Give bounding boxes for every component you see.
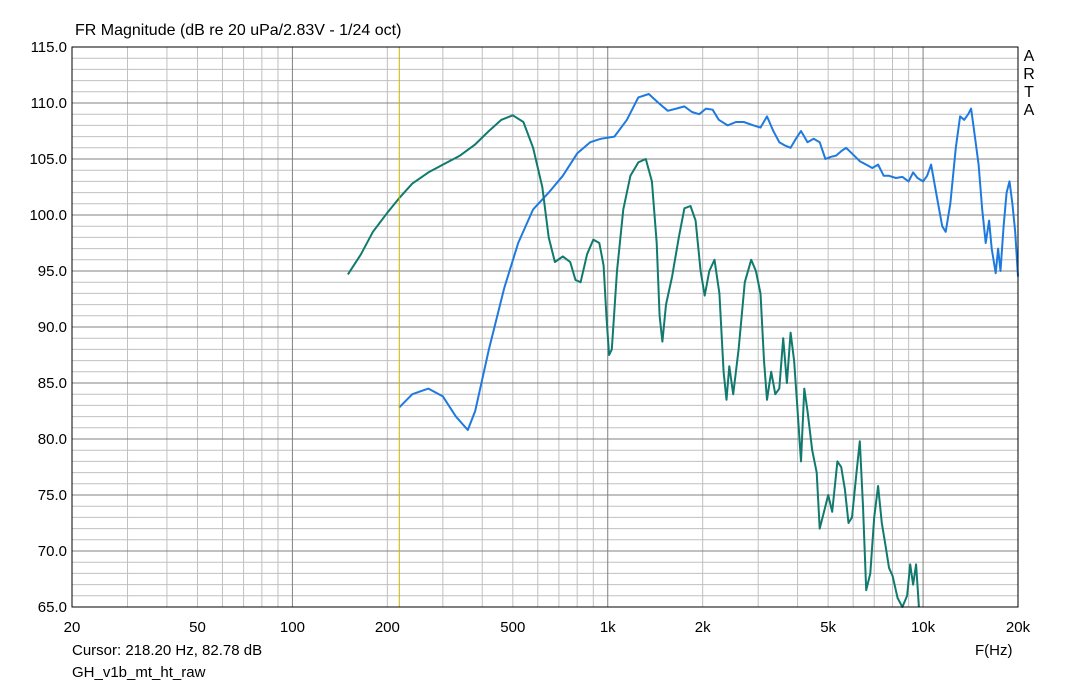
- series-layer: [347, 93, 1019, 608]
- x-tick-label: 2k: [695, 619, 711, 636]
- y-tick-label: 65.0: [38, 599, 67, 616]
- x-tick-label: 10k: [911, 619, 936, 636]
- file-name-label: GH_v1b_mt_ht_raw: [72, 664, 206, 681]
- y-tick-label: 75.0: [38, 487, 67, 504]
- logo-letter: T: [1024, 84, 1034, 101]
- y-tick-label: 100.0: [29, 207, 67, 224]
- x-tick-label: 50: [189, 619, 206, 636]
- x-tick-label: 200: [375, 619, 400, 636]
- x-axis-label: F(Hz): [975, 642, 1013, 659]
- y-tick-label: 110.0: [31, 95, 67, 112]
- y-tick-label: 105.0: [29, 151, 67, 168]
- logo-letter: A: [1023, 48, 1035, 65]
- x-tick-label: 5k: [820, 619, 836, 636]
- tick-labels: 65.0 70.0 75.0 80.0 85.0 90.0 95.0 100.0 105.0 11…: [29, 39, 1030, 636]
- y-tick-label: 90.0: [38, 319, 67, 336]
- major-grid: [72, 46, 1018, 608]
- x-tick-label: 20: [64, 619, 81, 636]
- chart-title: FR Magnitude (dB re 20 uPa/2.83V - 1/24 …: [75, 22, 402, 39]
- y-tick-label: 80.0: [38, 431, 67, 448]
- y-tick-label: 95.0: [38, 263, 67, 280]
- y-tick-label: 115.0: [31, 39, 67, 56]
- x-tick-label: 1k: [600, 619, 616, 636]
- logo-letter: A: [1023, 102, 1035, 119]
- x-tick-label: 500: [500, 619, 525, 636]
- plot-frame: [71, 46, 1019, 608]
- arta-logo: A R T A: [1022, 48, 1036, 120]
- x-tick-label: 100: [280, 619, 305, 636]
- series-line-1: [398, 93, 1019, 431]
- logo-letter: R: [1023, 66, 1035, 83]
- y-tick-label: 70.0: [38, 543, 67, 560]
- x-tick-label: 20k: [1006, 619, 1031, 636]
- series-line-2: [347, 114, 920, 608]
- cursor-readout: Cursor: 218.20 Hz, 82.78 dB: [72, 642, 263, 659]
- y-tick-label: 85.0: [38, 375, 67, 392]
